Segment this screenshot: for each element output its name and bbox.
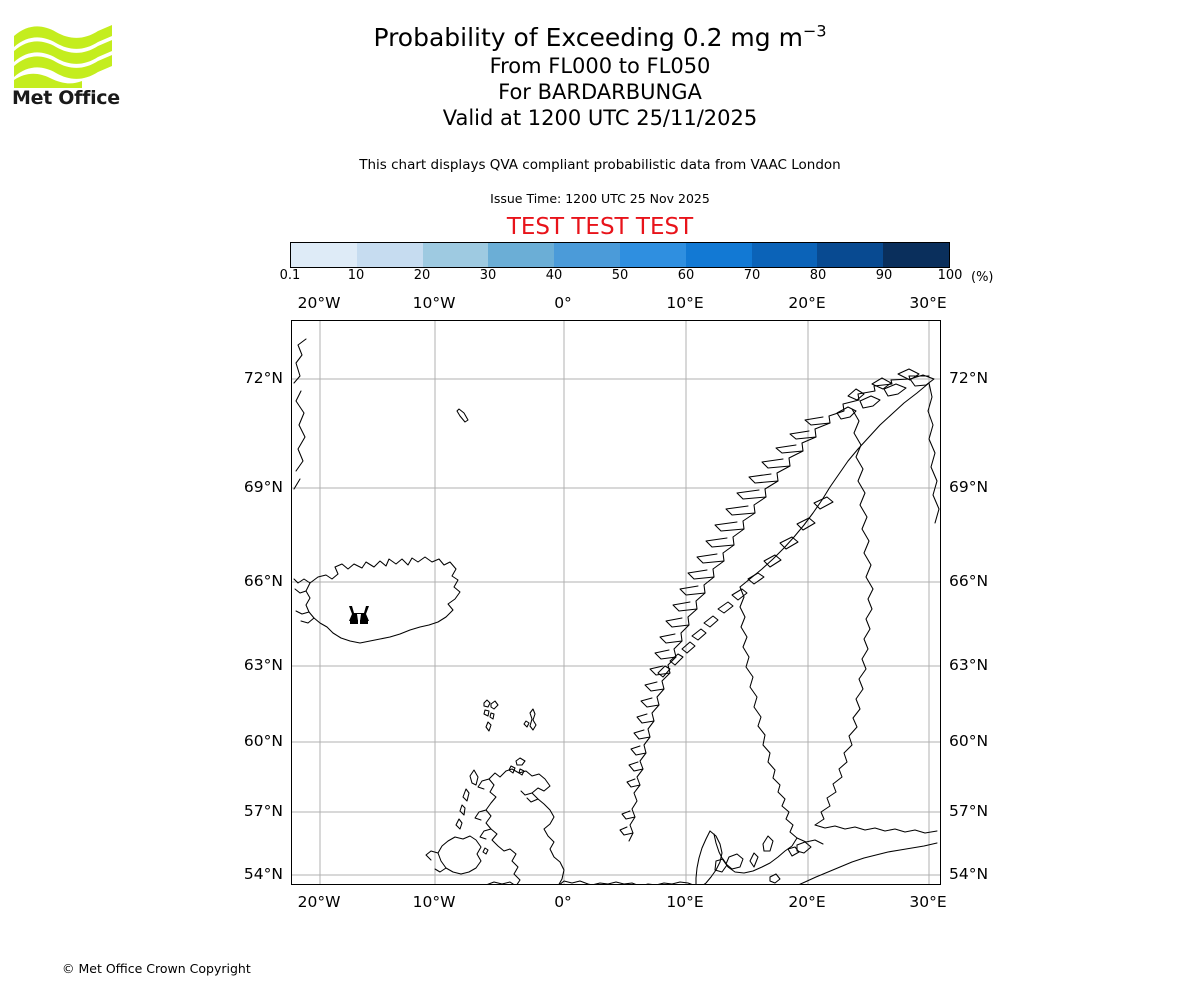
colorbar-tick-50: 50 [611,268,629,283]
lat-label-left-6: 54°N [243,865,283,883]
volcano-line: For BARDARBUNGA [498,80,702,104]
lon-label-bottom-1: 10°W [412,893,456,911]
met-office-logo-text: Met Office [12,87,120,109]
page-title-exponent: −3 [802,21,827,41]
lon-label-top-4: 20°E [788,294,826,312]
colorbar-segment-9 [883,243,949,267]
lat-label-left-1: 69°N [243,478,283,496]
met-office-logo: Met Office [12,22,122,114]
lon-label-bottom-2: 0° [554,893,572,911]
colorbar-tick-80: 80 [809,268,827,283]
lat-label-left-5: 57°N [243,802,283,820]
lon-label-bottom-3: 10°E [666,893,704,911]
colorbar-tick-10: 10 [347,268,365,283]
copyright-notice: © Met Office Crown Copyright [62,961,251,976]
issue-time-label: Issue Time: 1200 UTC 25 Nov 2025 [490,191,710,206]
colorbar-segment-1 [356,243,423,267]
lon-label-top-0: 20°W [297,294,341,312]
map-plot-area[interactable] [291,320,941,885]
colorbar-segment-5 [619,243,686,267]
map-canvas [292,321,940,884]
colorbar-segment-3 [488,243,555,267]
lat-label-left-3: 63°N [243,656,283,674]
lat-label-right-5: 57°N [949,802,989,820]
colorbar-tick-90: 90 [875,268,893,283]
lat-label-right-1: 69°N [949,478,989,496]
lat-label-left-4: 60°N [243,732,283,750]
volcano-marker-bardarbunga[interactable] [349,606,369,624]
lon-label-bottom-0: 20°W [297,893,341,911]
lon-label-bottom-5: 30°E [909,893,947,911]
colorbar-segment-4 [554,243,620,267]
colorbar-segment-2 [422,243,489,267]
lon-label-top-3: 10°E [666,294,704,312]
page-title: Probability of Exceeding 0.2 mg m−3 [0,22,1200,53]
lon-label-top-1: 10°W [412,294,456,312]
coastline-paths [293,338,940,884]
colorbar-tick-40: 40 [545,268,563,283]
lat-label-right-2: 66°N [949,572,989,590]
colorbar-tick-0.1: 0.1 [279,268,301,283]
colorbar-tick-labels: 0.1 10 20 30 40 50 60 70 80 90 100 [0,268,1200,286]
lon-label-bottom-4: 20°E [788,893,826,911]
lat-label-right-4: 60°N [949,732,989,750]
probability-colorbar [290,242,950,268]
flight-level-line: From FL000 to FL050 [489,54,711,78]
lon-label-top-2: 0° [554,294,572,312]
colorbar-segment-0 [291,243,357,267]
lat-label-left-2: 66°N [243,572,283,590]
test-banner: TEST TEST TEST [506,214,694,240]
colorbar-gradient [290,242,950,268]
page-title-text: Probability of Exceeding 0.2 mg m [373,23,803,52]
colorbar-segment-6 [685,243,752,267]
lat-label-right-6: 54°N [949,865,989,883]
lat-label-right-0: 72°N [949,369,989,387]
qva-compliance-note: This chart displays QVA compliant probab… [359,157,841,173]
colorbar-tick-30: 30 [479,268,497,283]
colorbar-unit-label: (%) [971,270,994,285]
colorbar-tick-60: 60 [677,268,695,283]
colorbar-segment-7 [751,243,818,267]
lon-label-top-5: 30°E [909,294,947,312]
colorbar-tick-70: 70 [743,268,761,283]
met-office-wave-mark [14,25,112,88]
lat-label-left-0: 72°N [243,369,283,387]
colorbar-tick-20: 20 [413,268,431,283]
colorbar-tick-100: 100 [937,268,963,283]
chart-title-block: Probability of Exceeding 0.2 mg m−3 From… [0,22,1200,131]
colorbar-segment-8 [817,243,884,267]
lat-label-right-3: 63°N [949,656,989,674]
valid-time-line: Valid at 1200 UTC 25/11/2025 [442,106,758,130]
